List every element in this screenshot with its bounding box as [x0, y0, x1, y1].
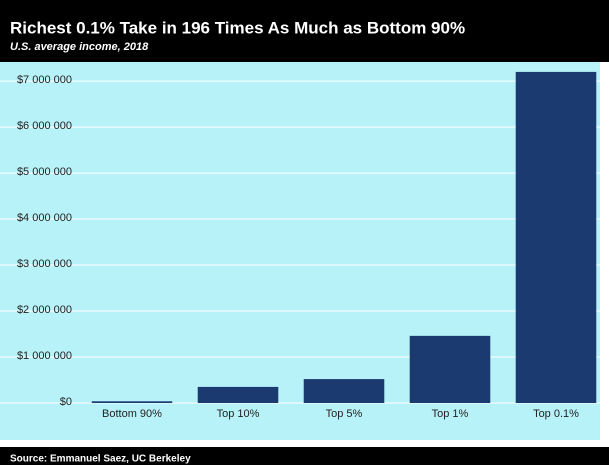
- bar: [197, 386, 279, 403]
- chart-subtitle: U.S. average income, 2018: [10, 41, 149, 53]
- y-tick-label: $3 000 000: [17, 258, 72, 270]
- bar: [515, 71, 597, 404]
- y-tick-label: $0: [60, 396, 72, 408]
- footer-band: [0, 447, 609, 465]
- x-tick-label: Bottom 90%: [102, 408, 162, 420]
- y-tick-label: $5 000 000: [17, 166, 72, 178]
- source-note: Source: Emmanuel Saez, UC Berkeley: [10, 454, 191, 465]
- y-tick-label: $7 000 000: [17, 74, 72, 86]
- y-tick-label: $1 000 000: [17, 350, 72, 362]
- bar: [303, 379, 385, 403]
- y-tick-label: $4 000 000: [17, 212, 72, 224]
- bar: [409, 335, 491, 403]
- x-tick-label: Top 1%: [432, 408, 469, 420]
- y-tick-label: $2 000 000: [17, 304, 72, 316]
- bar: [91, 401, 173, 403]
- x-tick-label: Top 5%: [326, 408, 363, 420]
- chart-title: Richest 0.1% Take in 196 Times As Much a…: [10, 18, 465, 37]
- plot-background: [0, 62, 600, 440]
- header-band: [0, 0, 609, 62]
- y-tick-label: $6 000 000: [17, 120, 72, 132]
- x-tick-label: Top 0.1%: [533, 408, 579, 420]
- x-tick-label: Top 10%: [217, 408, 260, 420]
